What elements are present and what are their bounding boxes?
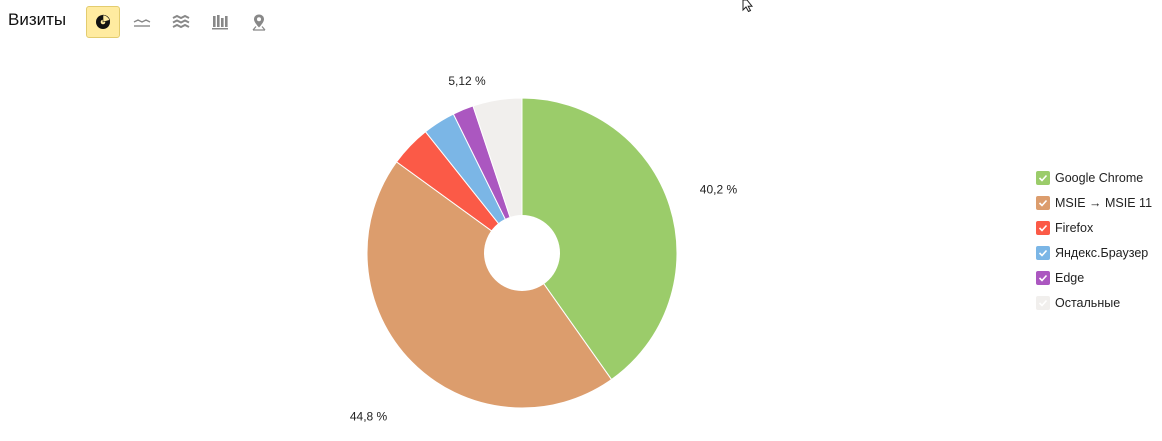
mouse-cursor-icon [742,0,754,12]
legend-item-yandex-browser[interactable]: Яндекс.Браузер [1036,245,1160,270]
legend-item-msie[interactable]: MSIE → MSIE 11 [1036,195,1160,220]
legend-item-other[interactable]: Остальные [1036,295,1160,320]
pie-chart-icon [96,14,111,29]
area-view-button[interactable] [164,6,198,38]
chart-legend: Google Chrome MSIE → MSIE 11 Firefox Яндекс… [1036,170,1160,320]
legend-checkbox[interactable] [1036,196,1050,210]
checkmark-icon [1038,199,1048,207]
slice-labels: 40,2 % 44,8 % 5,12 % [350,74,738,423]
checkmark-icon [1038,299,1048,307]
slice-other[interactable] [472,97,523,254]
pie-view-button[interactable] [86,6,120,38]
legend-item-google-chrome[interactable]: Google Chrome [1036,170,1160,195]
legend-label: Google Chrome [1055,171,1144,185]
chart-toolbar: Визиты [0,0,400,44]
bar-view-button[interactable] [203,6,237,38]
donut-hole [484,215,560,291]
legend-checkbox[interactable] [1036,171,1050,185]
browser-pie-chart: 40,2 % 44,8 % 5,12 % [350,74,738,423]
legend-item-edge[interactable]: Edge [1036,270,1160,295]
legend-label: Остальные [1055,296,1121,310]
legend-checkbox[interactable] [1036,271,1050,285]
checkmark-icon [1038,249,1048,257]
pie-slices [366,97,678,409]
bar-chart-icon [212,15,228,30]
legend-label: Edge [1055,271,1085,285]
map-view-button[interactable] [242,6,276,38]
legend-label: Firefox [1055,221,1094,235]
checkmark-icon [1038,274,1048,282]
legend-checkbox[interactable] [1036,296,1050,310]
slice-google-chrome[interactable] [521,97,678,381]
data-label-msie: 44,8 % [350,409,388,423]
legend-label: MSIE → MSIE 11 [1055,196,1153,210]
toolbar-title: Визиты [8,10,67,29]
legend-item-firefox[interactable]: Firefox [1036,220,1160,245]
data-label-google-chrome: 40,2 % [700,183,738,197]
line-view-button[interactable] [125,6,159,38]
line-chart-icon [133,19,151,27]
legend-checkbox[interactable] [1036,221,1050,235]
checkmark-icon [1038,174,1048,182]
data-label-other: 5,12 % [448,74,486,88]
area-chart-icon [172,14,190,29]
slice-msie[interactable] [366,161,613,409]
map-pin-icon [252,14,266,31]
legend-checkbox[interactable] [1036,246,1050,260]
checkmark-icon [1038,224,1048,232]
legend-label: Яндекс.Браузер [1055,246,1149,260]
